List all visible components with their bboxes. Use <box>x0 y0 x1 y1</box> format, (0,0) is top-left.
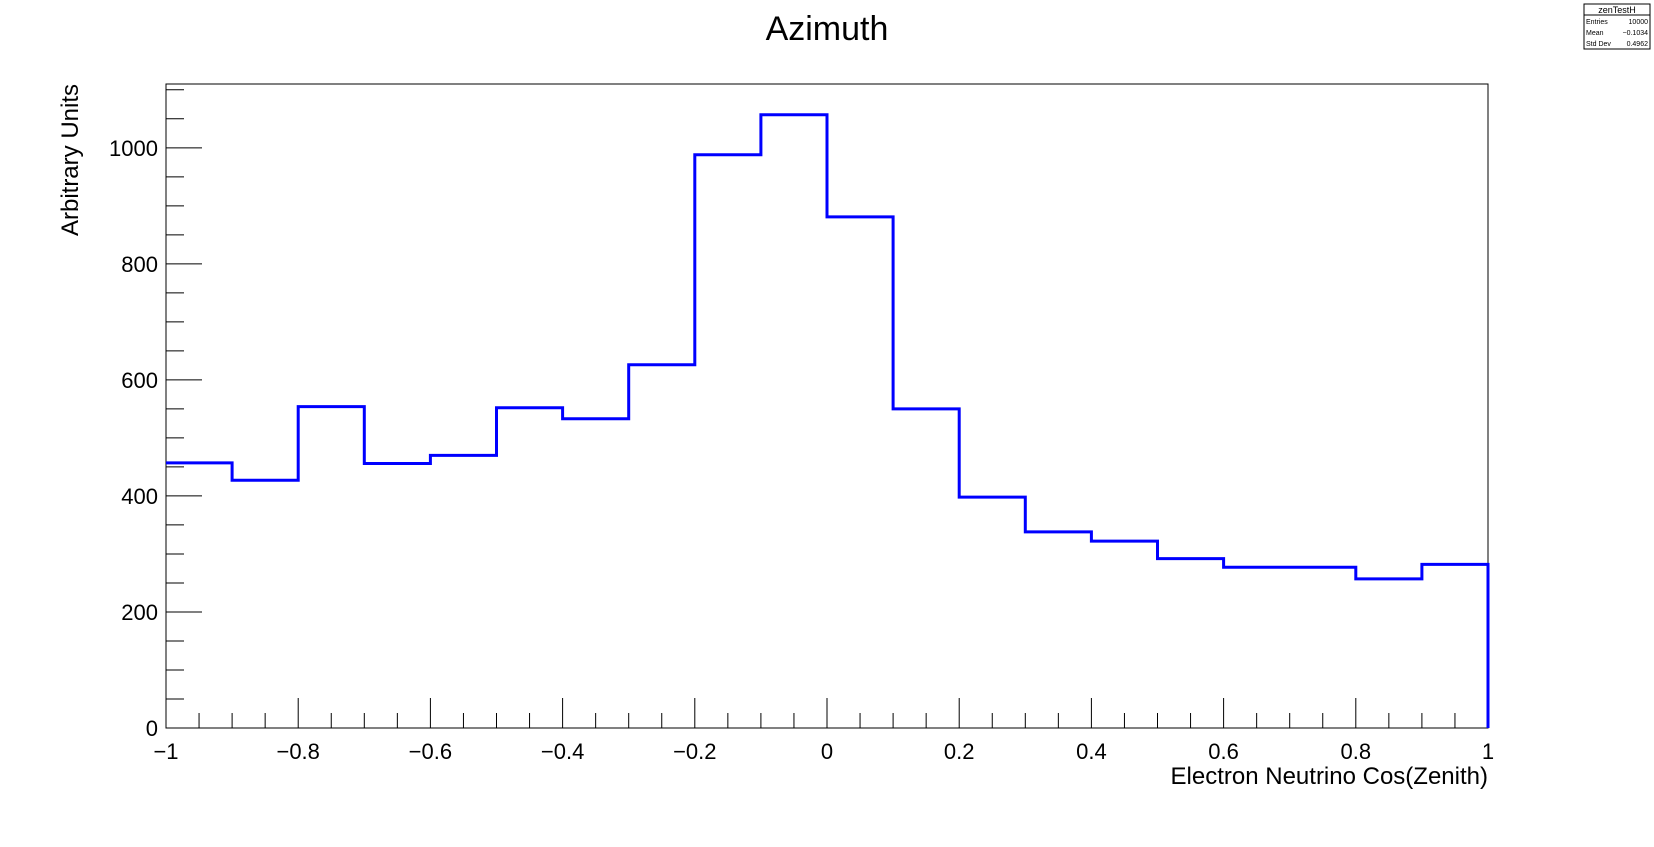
histogram-outline <box>166 113 1490 728</box>
y-tick-label: 0 <box>146 716 158 741</box>
x-tick-label: −1 <box>153 739 178 764</box>
stats-mean-label: Mean <box>1586 30 1604 37</box>
histogram-bin <box>563 419 629 728</box>
x-tick-label: −0.6 <box>409 739 452 764</box>
histogram-bin <box>1356 579 1422 728</box>
histogram-bin <box>1091 541 1157 728</box>
stats-stddev-label: Std Dev <box>1586 41 1611 48</box>
x-tick-label: −0.4 <box>541 739 584 764</box>
y-tick-label: 200 <box>121 600 158 625</box>
y-axis-title: Arbitrary Units <box>57 84 84 236</box>
x-tick-label: 0.6 <box>1208 739 1239 764</box>
histogram-bin <box>232 480 298 728</box>
stats-box-title: zenTestH <box>1598 5 1636 15</box>
chart-title: Azimuth <box>766 10 889 48</box>
stats-mean-value: −0.1034 <box>1623 30 1649 37</box>
histogram-bin <box>497 408 563 728</box>
stats-entries-label: Entries <box>1586 19 1608 26</box>
histogram-bin <box>959 497 1025 728</box>
histogram-bin <box>166 463 232 728</box>
y-tick-label: 1000 <box>109 136 158 161</box>
histogram-bin <box>1224 567 1290 728</box>
histogram-bin <box>827 217 893 728</box>
histogram-bin <box>629 365 695 728</box>
y-tick-label: 600 <box>121 368 158 393</box>
x-tick-label: 1 <box>1482 739 1494 764</box>
histogram-bin <box>695 155 761 728</box>
series-layer <box>166 113 1490 728</box>
histogram-bin <box>298 407 364 728</box>
histogram-bin <box>1422 564 1488 728</box>
y-tick-label: 800 <box>121 252 158 277</box>
stats-box: zenTestH Entries 10000 Mean −0.1034 Std … <box>1583 3 1651 50</box>
y-tick-label: 400 <box>121 484 158 509</box>
histogram-bin <box>364 463 430 728</box>
x-tick-label: 0.8 <box>1341 739 1372 764</box>
histogram-bin <box>1158 559 1224 728</box>
histogram-bin <box>1025 532 1091 728</box>
stats-box-frame <box>1583 3 1651 50</box>
x-tick-label: 0.4 <box>1076 739 1107 764</box>
stats-entries-value: 10000 <box>1629 19 1649 26</box>
x-axis-title: Electron Neutrino Cos(Zenith) <box>1171 763 1488 790</box>
x-tick-label: 0 <box>821 739 833 764</box>
x-tick-label: −0.8 <box>276 739 319 764</box>
histogram-bin <box>1290 567 1356 728</box>
x-tick-label: −0.2 <box>673 739 716 764</box>
histogram-bin <box>893 409 959 728</box>
histogram-bin <box>430 455 496 728</box>
histogram-bin <box>761 115 827 728</box>
ticks-layer: −1 −0.8 −0.6 −0.4 −0.2 0 0.2 0.4 0.6 0.8 1 0 200 400 6… <box>109 89 1494 764</box>
x-tick-label: 0.2 <box>944 739 975 764</box>
stats-stddev-value: 0.4962 <box>1627 41 1649 48</box>
